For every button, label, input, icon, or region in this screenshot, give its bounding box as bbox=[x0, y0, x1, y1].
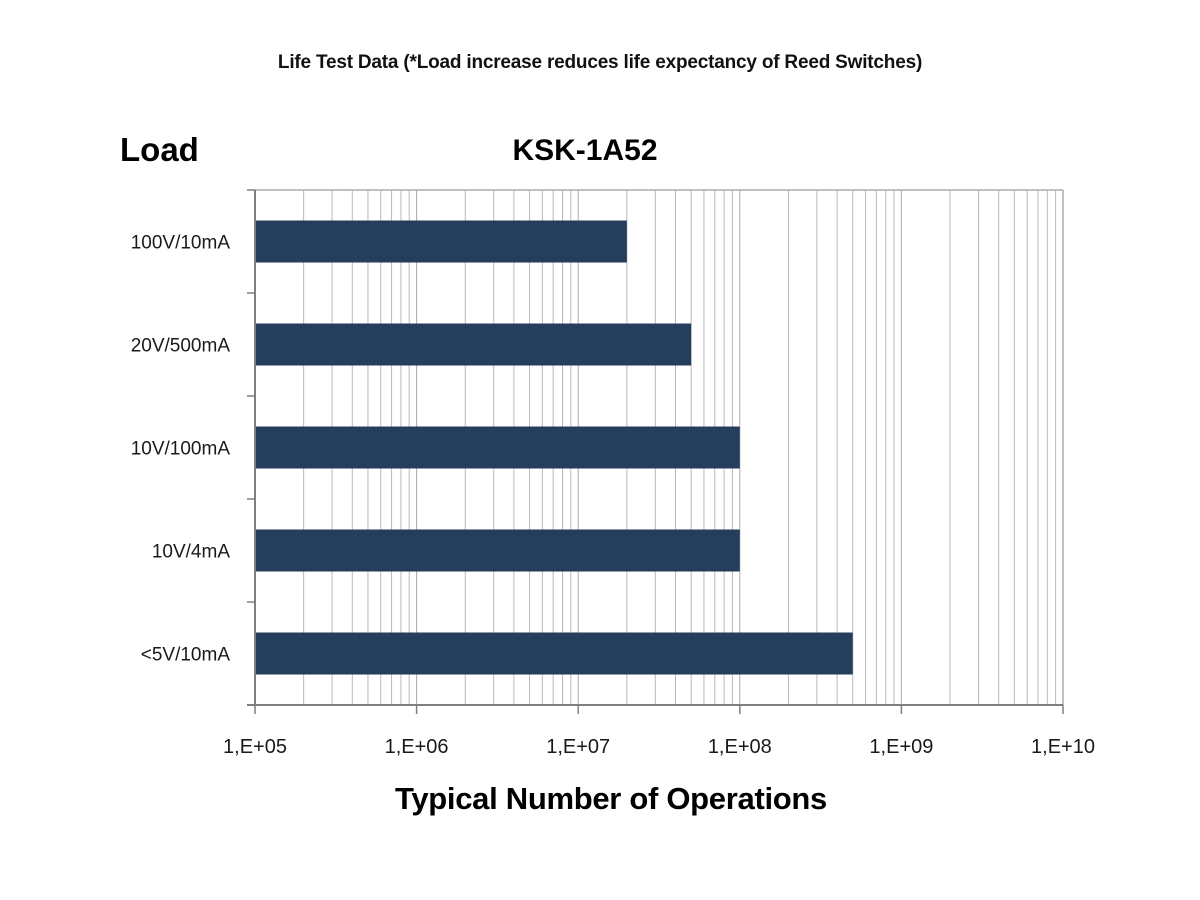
bar-10v-100ma bbox=[255, 426, 740, 469]
x-tick-label: 1,E+05 bbox=[223, 736, 287, 758]
bar--5v-10ma bbox=[255, 632, 853, 675]
bar-10v-4ma bbox=[255, 529, 740, 572]
x-axis-title: Typical Number of Operations bbox=[395, 781, 827, 816]
x-tick-label: 1,E+10 bbox=[1031, 736, 1095, 758]
x-tick-label: 1,E+08 bbox=[708, 736, 772, 758]
x-tick-label: 1,E+07 bbox=[546, 736, 610, 758]
bar-100v-10ma bbox=[255, 220, 627, 263]
category-label: 100V/10mA bbox=[131, 233, 231, 254]
y-axis-title: Load bbox=[120, 131, 199, 168]
page-title: Life Test Data (*Load increase reduces l… bbox=[277, 52, 923, 73]
category-label: <5V/10mA bbox=[141, 645, 231, 666]
chart-title: KSK-1A52 bbox=[512, 134, 658, 167]
category-label: 20V/500mA bbox=[131, 336, 231, 357]
x-tick-label: 1,E+09 bbox=[869, 736, 933, 758]
bar-20v-500ma bbox=[255, 323, 692, 366]
x-tick-label: 1,E+06 bbox=[385, 736, 449, 758]
category-label: 10V/100mA bbox=[131, 439, 231, 460]
category-label: 10V/4mA bbox=[152, 542, 230, 563]
